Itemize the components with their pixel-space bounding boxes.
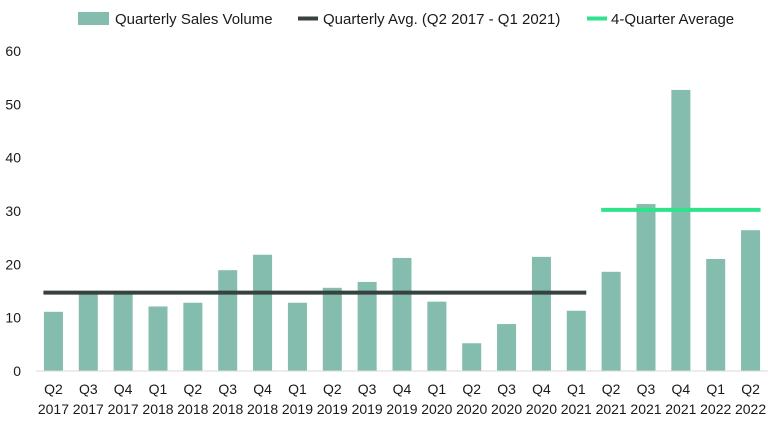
x-tick-year: 2020 <box>456 401 487 417</box>
bar-q2-2019 <box>322 287 342 371</box>
x-tick-quarter: Q4 <box>672 381 691 397</box>
legend-swatch-sales-volume <box>78 12 109 25</box>
bar-q3-2021 <box>636 204 656 371</box>
x-tick-quarter: Q4 <box>114 381 133 397</box>
y-tick-label: 40 <box>5 150 21 166</box>
bar-q3-2019 <box>357 281 377 371</box>
bar-q2-2022 <box>741 230 761 371</box>
x-tick-quarter: Q3 <box>79 381 98 397</box>
x-tick-quarter: Q4 <box>393 381 412 397</box>
x-tick-year: 2017 <box>108 401 139 417</box>
x-tick-year: 2017 <box>73 401 104 417</box>
bar-q1-2020 <box>427 301 447 371</box>
bar-q4-2018 <box>253 254 273 371</box>
y-tick-label: 0 <box>13 363 21 379</box>
x-tick-quarter: Q3 <box>637 381 656 397</box>
x-tick-quarter: Q1 <box>149 381 168 397</box>
y-tick-label: 30 <box>5 203 21 219</box>
bar-q2-2020 <box>462 343 482 371</box>
y-tick-label: 20 <box>5 256 21 272</box>
bar-q1-2018 <box>148 306 168 371</box>
legend-label-four-quarter-avg: 4-Quarter Average <box>611 11 734 28</box>
bar-q2-2017 <box>43 311 63 371</box>
x-axis: Q2 2017 Q3 2017 Q4 2017 Q1 2018 Q2 2018 Q3 2018 Q4 20… <box>38 381 767 417</box>
reference-lines <box>43 207 761 295</box>
x-tick-quarter: Q1 <box>288 381 307 397</box>
x-tick-year: 2019 <box>282 401 313 417</box>
y-axis: 0 10 20 30 40 50 60 <box>5 43 21 379</box>
x-tick-quarter: Q3 <box>497 381 516 397</box>
legend: Quarterly Sales Volume Quarterly Avg. (Q… <box>78 11 734 28</box>
bar-q2-2021 <box>601 271 621 371</box>
legend-label-sales-volume: Quarterly Sales Volume <box>115 11 273 28</box>
bar-q4-2021 <box>671 89 691 371</box>
x-tick-year: 2017 <box>38 401 69 417</box>
x-tick-quarter: Q2 <box>741 381 760 397</box>
x-tick-year: 2022 <box>700 401 731 417</box>
bar-q4-2019 <box>392 257 412 371</box>
x-tick-quarter: Q2 <box>44 381 63 397</box>
x-tick-quarter: Q2 <box>462 381 481 397</box>
x-tick-year: 2020 <box>526 401 557 417</box>
bar-q3-2018 <box>218 270 238 371</box>
x-tick-year: 2018 <box>177 401 208 417</box>
x-tick-quarter: Q3 <box>358 381 377 397</box>
x-tick-quarter: Q4 <box>532 381 551 397</box>
bar-q1-2021 <box>566 310 586 371</box>
y-tick-label: 60 <box>5 43 21 59</box>
x-tick-quarter: Q1 <box>567 381 586 397</box>
y-tick-label: 50 <box>5 96 21 112</box>
x-tick-year: 2020 <box>491 401 522 417</box>
bar-q3-2020 <box>497 324 517 371</box>
x-tick-quarter: Q3 <box>218 381 237 397</box>
bar-q4-2020 <box>531 256 551 371</box>
bar-q3-2017 <box>78 291 98 371</box>
x-tick-year: 2019 <box>386 401 417 417</box>
x-tick-quarter: Q2 <box>602 381 621 397</box>
x-tick-year: 2018 <box>142 401 173 417</box>
x-tick-year: 2018 <box>212 401 243 417</box>
x-tick-quarter: Q1 <box>706 381 725 397</box>
x-tick-year: 2019 <box>317 401 348 417</box>
x-tick-year: 2019 <box>352 401 383 417</box>
x-tick-quarter: Q4 <box>253 381 272 397</box>
x-tick-year: 2021 <box>630 401 661 417</box>
x-tick-year: 2021 <box>665 401 696 417</box>
x-tick-quarter: Q1 <box>428 381 447 397</box>
x-tick-year: 2020 <box>421 401 452 417</box>
bars <box>36 89 768 372</box>
x-tick-year: 2021 <box>596 401 627 417</box>
y-tick-label: 10 <box>5 310 21 326</box>
bar-q4-2017 <box>113 292 133 371</box>
x-tick-quarter: Q2 <box>184 381 203 397</box>
bar-q2-2018 <box>183 302 203 371</box>
legend-label-quarterly-avg: Quarterly Avg. (Q2 2017 - Q1 2021) <box>323 11 560 28</box>
bar-q1-2022 <box>706 259 726 371</box>
x-tick-year: 2018 <box>247 401 278 417</box>
x-tick-year: 2022 <box>735 401 766 417</box>
bar-q1-2019 <box>287 302 307 371</box>
x-tick-year: 2021 <box>561 401 592 417</box>
x-tick-quarter: Q2 <box>323 381 342 397</box>
